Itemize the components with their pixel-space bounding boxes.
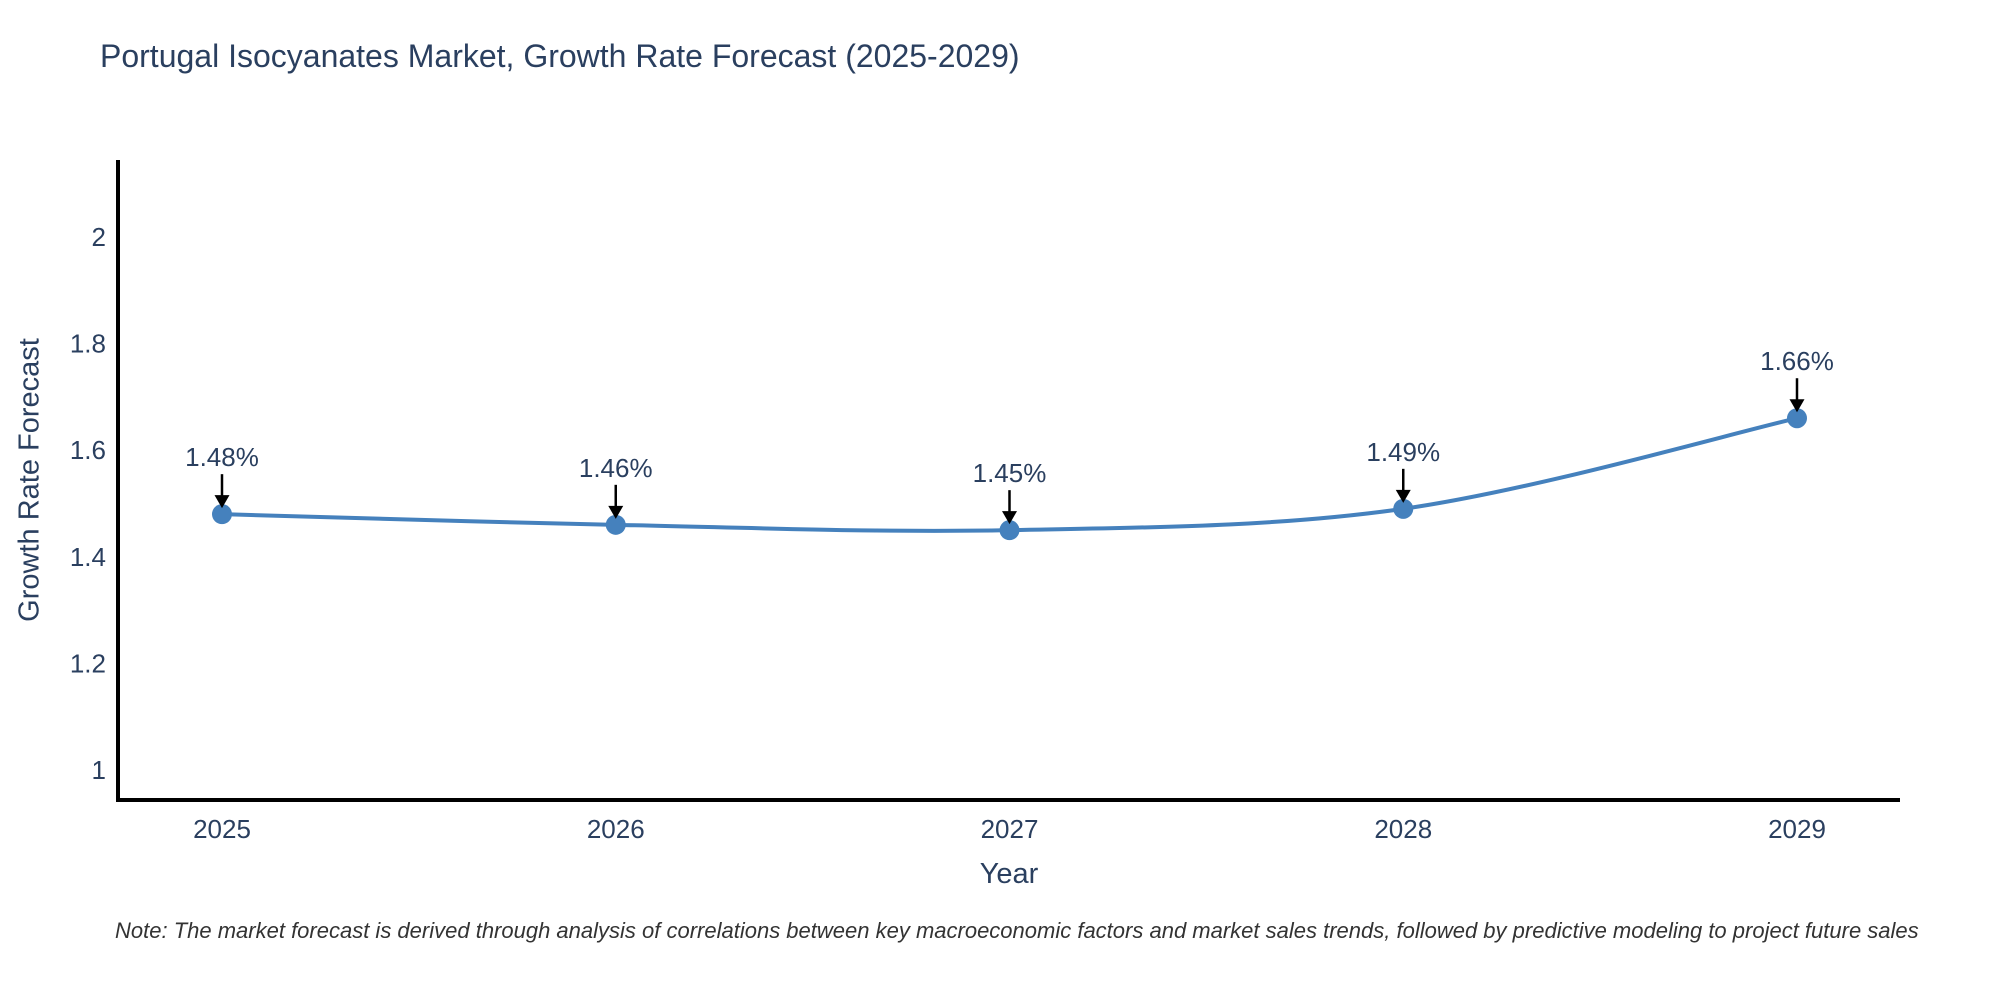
annotation-arrowhead-icon: [608, 505, 624, 519]
annotation-label: 1.45%: [973, 458, 1047, 488]
y-tick-label: 1.8: [70, 329, 106, 359]
x-tick-label: 2026: [587, 814, 645, 844]
data-point-marker: [1787, 408, 1807, 429]
annotation-label: 1.48%: [185, 442, 259, 472]
annotation-arrowhead-icon: [214, 495, 230, 509]
annotation-label: 1.66%: [1760, 346, 1834, 376]
x-axis-title: Year: [979, 858, 1039, 890]
data-point-marker: [605, 514, 626, 535]
x-tick-label: 2029: [1768, 814, 1826, 844]
annotation-arrowhead-icon: [1002, 511, 1017, 525]
x-tick-label: 2027: [981, 814, 1039, 844]
annotation-label: 1.46%: [579, 453, 653, 483]
data-point-marker: [999, 520, 1020, 541]
chart-title: Portugal Isocyanates Market, Growth Rate…: [100, 38, 1020, 74]
footnote: Note: The market forecast is derived thr…: [115, 918, 1919, 943]
y-tick-label: 1: [92, 755, 106, 785]
annotation-label: 1.49%: [1366, 437, 1440, 467]
y-tick-label: 2: [92, 222, 106, 252]
annotation-arrowhead-icon: [1789, 399, 1805, 413]
data-point-marker: [1393, 498, 1414, 519]
x-tick-label: 2025: [193, 814, 251, 844]
annotation-arrowhead-icon: [1395, 489, 1411, 503]
data-point-marker: [212, 504, 232, 525]
y-tick-label: 1.4: [70, 542, 106, 572]
y-tick-label: 1.2: [70, 648, 106, 678]
x-tick-label: 2028: [1374, 814, 1432, 844]
y-tick-label: 1.6: [70, 435, 106, 465]
